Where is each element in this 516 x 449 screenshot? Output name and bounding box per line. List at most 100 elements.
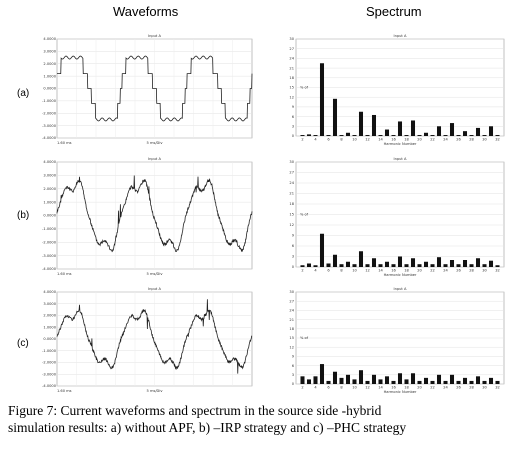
y-tick-label: 9 (292, 355, 295, 359)
x-tick-label: 6 (327, 138, 330, 142)
bar-h21 (423, 377, 429, 384)
bar-h23 (436, 126, 442, 136)
plot-title: Input A (394, 34, 407, 38)
waveform-trace (56, 175, 253, 253)
bar-h16 (391, 380, 396, 384)
bar-h18 (404, 264, 409, 267)
bar-h3 (306, 379, 312, 384)
bar-h26 (456, 135, 461, 136)
y-tick-label: 30 (289, 37, 294, 41)
y-tick-label: -2.0000 (42, 111, 57, 115)
bar-h15 (384, 376, 390, 384)
plot-title: Input A (148, 157, 161, 161)
x-tick-label: 10 (352, 138, 357, 142)
y-tick-label: 3 (292, 373, 294, 377)
y-tick-label: 0 (292, 134, 295, 138)
y-tick-label: 21 (289, 66, 294, 70)
y-tick-label: 30 (289, 160, 294, 164)
figure-caption: Figure 7: Current waveforms and spectrum… (8, 402, 508, 436)
y-tick-label: 6 (292, 115, 295, 119)
y-tick-label: -3.0000 (42, 254, 57, 258)
bar-h3 (306, 263, 312, 267)
x-axis-label: 5 ms/Div (147, 272, 164, 276)
waveform-plot-a: Input A 4.0000 3.0000 2.0000 1.0000 0.0000 -1.… (42, 34, 253, 145)
plot-title: Input A (148, 287, 161, 291)
bar-h31 (488, 377, 494, 384)
x-tick-label: 6 (327, 386, 330, 390)
x-tick-label: 14 (378, 386, 383, 390)
x-tick-label: 32 (495, 138, 500, 142)
x-tick-label: 28 (469, 386, 474, 390)
bar-h11 (358, 111, 364, 136)
y-tick-label: 15 (289, 336, 294, 340)
bar-h29 (475, 258, 481, 267)
y-tick-label: 3.0000 (43, 50, 56, 54)
y-tick-label: 1.0000 (43, 325, 56, 329)
bar-h7 (332, 371, 338, 384)
bar-h7 (332, 254, 338, 267)
y-tick-label: 6 (292, 244, 295, 248)
x-start-label: 1.60 ms (57, 141, 72, 145)
y-tick-label: 4.0000 (43, 290, 56, 294)
y-axis-label: % of (300, 213, 309, 217)
x-tick-label: 10 (352, 269, 357, 273)
plot-title: Input A (394, 287, 407, 291)
bar-h30 (482, 380, 487, 384)
y-tick-label: 24 (289, 309, 294, 313)
bar-h28 (469, 264, 474, 267)
y-tick-label: 4.0000 (43, 160, 56, 164)
bar-h32 (495, 265, 500, 267)
y-tick-label: 27 (289, 299, 294, 303)
x-tick-label: 4 (314, 269, 317, 273)
bar-h12 (365, 135, 370, 136)
bar-h8 (339, 135, 344, 136)
y-tick-label: 1.0000 (43, 200, 56, 204)
x-tick-label: 20 (417, 138, 422, 142)
x-tick-label: 16 (391, 138, 396, 142)
x-tick-label: 18 (404, 386, 409, 390)
bar-h10 (352, 135, 357, 136)
y-tick-label: 0.0000 (43, 87, 56, 91)
x-tick-label: 4 (314, 386, 317, 390)
y-tick-label: 6 (292, 364, 295, 368)
x-tick-label: 2 (301, 138, 303, 142)
bar-h19 (410, 373, 416, 384)
y-tick-label: 12 (289, 345, 294, 349)
x-tick-label: 32 (495, 269, 500, 273)
y-tick-label: 0 (292, 265, 295, 269)
y-tick-label: 18 (289, 76, 294, 80)
x-tick-label: 14 (378, 138, 383, 142)
bar-h29 (475, 127, 481, 136)
x-tick-label: 18 (404, 138, 409, 142)
bar-h8 (339, 264, 344, 267)
bar-h21 (423, 132, 429, 136)
x-tick-label: 16 (391, 269, 396, 273)
y-tick-label: 9 (292, 105, 295, 109)
y-tick-label: 15 (289, 86, 294, 90)
bar-h6 (326, 263, 331, 267)
bar-h13 (371, 374, 377, 384)
bar-h9 (345, 132, 351, 136)
bar-h3 (306, 134, 312, 136)
y-tick-label: 12 (289, 223, 294, 227)
x-tick-label: 28 (469, 138, 474, 142)
y-tick-label: 2.0000 (43, 187, 56, 191)
bar-h31 (488, 126, 494, 136)
bar-h29 (475, 376, 481, 384)
bar-h6 (326, 380, 331, 384)
bar-h19 (410, 258, 416, 267)
bar-h15 (384, 261, 390, 267)
x-tick-label: 26 (456, 386, 461, 390)
bar-h30 (482, 264, 487, 267)
bar-h14 (378, 135, 383, 136)
bar-h26 (456, 380, 461, 384)
bar-h20 (417, 264, 422, 267)
x-tick-label: 24 (443, 138, 448, 142)
y-tick-label: 27 (289, 171, 294, 175)
bar-h28 (469, 380, 474, 384)
waveform-trace (56, 299, 253, 374)
row-label-b: (b) (17, 210, 30, 221)
x-tick-label: 26 (456, 138, 461, 142)
caption-line-2: simulation results: a) without APF, b) –… (8, 420, 407, 435)
